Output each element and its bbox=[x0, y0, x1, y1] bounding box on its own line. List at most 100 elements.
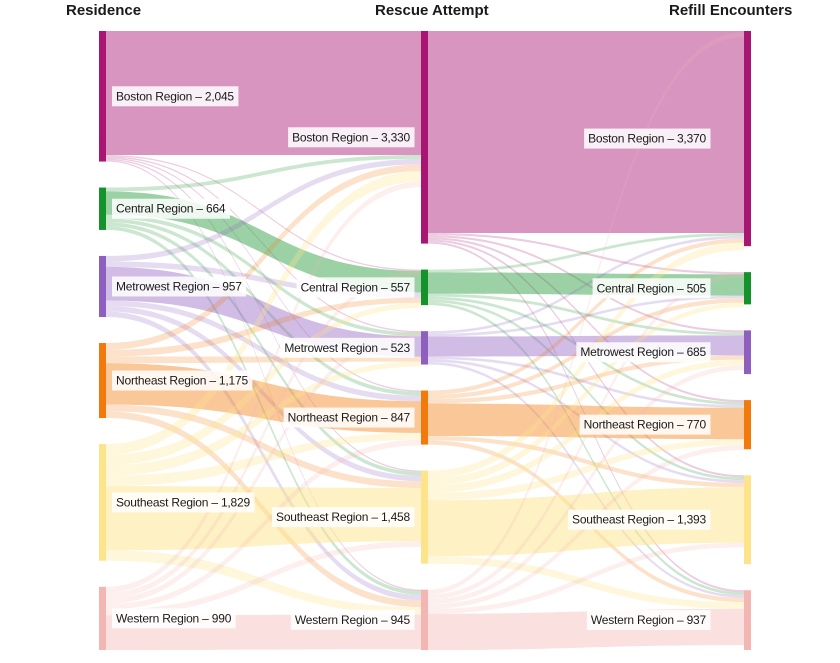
link-residence-northeast-to-southeast bbox=[106, 404, 421, 488]
link-rescue-boston-to-northeast bbox=[428, 237, 744, 403]
column-residence: Boston Region – 2,045 Central Region – 66… bbox=[99, 31, 255, 650]
link-residence-southeast-to-northeast bbox=[106, 432, 421, 487]
node-label-background bbox=[592, 278, 711, 299]
column-title-residence: Residence bbox=[66, 2, 142, 19]
node-bar-refill-western[interactable] bbox=[744, 590, 751, 650]
node-label-residence-southeast: Southeast Region – 1,829 bbox=[116, 495, 250, 509]
link-rescue-southeast-to-western bbox=[428, 556, 744, 609]
node-label-background bbox=[586, 610, 711, 631]
node-label-background bbox=[112, 492, 255, 513]
node-bar-residence-southeast[interactable] bbox=[99, 444, 106, 561]
node-label-rescue-northeast: Northeast Region – 847 bbox=[288, 411, 411, 425]
link-residence-central-to-boston bbox=[106, 155, 421, 192]
node-bar-refill-southeast[interactable] bbox=[744, 475, 751, 565]
link-rescue-central-to-metrowest bbox=[428, 293, 744, 336]
link-rescue-northeast-to-southeast bbox=[428, 435, 744, 488]
link-residence-boston-to-boston bbox=[106, 31, 421, 156]
node-bar-rescue-boston[interactable] bbox=[421, 31, 428, 244]
node-bar-residence-metrowest[interactable] bbox=[99, 255, 106, 318]
link-rescue-western-to-southeast bbox=[428, 542, 744, 614]
link-residence-western-to-southeast bbox=[106, 541, 421, 616]
node-label-background bbox=[112, 276, 247, 297]
node-label-background bbox=[283, 407, 415, 428]
link-residence-northeast-to-metrowest bbox=[106, 356, 421, 364]
link-rescue-southeast-to-central bbox=[428, 302, 744, 486]
link-residence-central-to-metrowest bbox=[106, 214, 421, 337]
node-label-rescue-central: Central Region – 557 bbox=[301, 280, 411, 294]
node-bar-residence-western[interactable] bbox=[99, 586, 106, 650]
node-label-background bbox=[290, 609, 415, 630]
link-rescue-northeast-to-metrowest bbox=[428, 355, 744, 404]
link-residence-western-to-boston bbox=[106, 181, 421, 593]
link-rescue-central-to-boston bbox=[428, 232, 744, 273]
link-residence-metrowest-to-boston bbox=[106, 158, 421, 262]
node-label-background bbox=[112, 608, 236, 629]
column-title-rescue-attempt: Rescue Attempt bbox=[375, 2, 489, 19]
node-label-background bbox=[112, 198, 230, 219]
link-residence-boston-to-southeast bbox=[106, 158, 421, 472]
node-bar-refill-boston[interactable] bbox=[744, 31, 751, 247]
node-bar-rescue-northeast[interactable] bbox=[421, 390, 428, 445]
link-rescue-western-to-metrowest bbox=[428, 365, 744, 605]
link-residence-central-to-northeast bbox=[106, 218, 421, 396]
node-bar-residence-northeast[interactable] bbox=[99, 343, 106, 419]
column-rescue: Boston Region – 3,330 Central Region – 55… bbox=[272, 31, 428, 650]
node-label-rescue-metrowest: Metrowest Region – 523 bbox=[284, 341, 410, 355]
link-residence-western-to-central bbox=[106, 270, 421, 599]
node-label-rescue-southeast: Southeast Region – 1,458 bbox=[276, 510, 410, 524]
link-rescue-metrowest-to-northeast bbox=[428, 356, 744, 408]
node-label-background bbox=[579, 414, 711, 435]
link-residence-boston-to-western bbox=[106, 160, 421, 591]
node-label-background bbox=[112, 370, 253, 391]
link-residence-boston-to-metrowest bbox=[106, 156, 421, 333]
link-rescue-central-to-western bbox=[428, 302, 744, 596]
link-residence-northeast-to-boston bbox=[106, 164, 421, 350]
node-bar-rescue-central[interactable] bbox=[421, 269, 428, 306]
link-residence-boston-to-northeast bbox=[106, 157, 421, 392]
node-label-background bbox=[584, 128, 711, 149]
link-rescue-metrowest-to-boston bbox=[428, 235, 744, 334]
node-label-refill-western: Western Region – 937 bbox=[591, 613, 707, 627]
node-bar-refill-northeast[interactable] bbox=[744, 400, 751, 450]
link-residence-metrowest-to-western bbox=[106, 311, 421, 601]
node-label-rescue-western: Western Region – 945 bbox=[295, 613, 411, 627]
link-rescue-western-to-central bbox=[428, 272, 744, 600]
node-bar-refill-metrowest[interactable] bbox=[744, 330, 751, 375]
node-bar-refill-central[interactable] bbox=[744, 272, 751, 305]
node-label-residence-metrowest: Metrowest Region – 957 bbox=[116, 279, 242, 293]
node-bar-rescue-southeast[interactable] bbox=[421, 470, 428, 564]
node-bar-rescue-western[interactable] bbox=[421, 589, 428, 650]
node-label-residence-central: Central Region – 664 bbox=[116, 202, 226, 216]
link-residence-metrowest-to-northeast bbox=[106, 300, 421, 402]
node-label-refill-northeast: Northeast Region – 770 bbox=[584, 418, 707, 432]
link-rescue-western-to-boston bbox=[428, 32, 744, 595]
node-bar-residence-boston[interactable] bbox=[99, 31, 106, 162]
node-bar-residence-central[interactable] bbox=[99, 187, 106, 230]
column-refill: Boston Region – 3,370 Central Region – 50… bbox=[568, 31, 751, 650]
link-residence-central-to-western bbox=[106, 226, 421, 595]
node-label-residence-northeast: Northeast Region – 1,175 bbox=[116, 374, 248, 388]
column-title-refill-encounters: Refill Encounters bbox=[669, 2, 793, 19]
link-rescue-northeast-to-boston bbox=[428, 238, 744, 395]
link-residence-metrowest-to-southeast bbox=[106, 306, 421, 482]
links-layer bbox=[106, 31, 744, 650]
node-label-refill-boston: Boston Region – 3,370 bbox=[588, 132, 706, 146]
node-label-background bbox=[280, 337, 415, 358]
node-label-background bbox=[576, 342, 711, 363]
link-residence-southeast-to-metrowest bbox=[106, 361, 421, 476]
link-residence-northeast-to-central bbox=[106, 297, 421, 357]
link-rescue-southeast-to-northeast bbox=[428, 439, 744, 501]
node-label-refill-southeast: Southeast Region – 1,393 bbox=[572, 513, 706, 527]
link-rescue-metrowest-to-central bbox=[428, 295, 744, 337]
node-label-background bbox=[296, 277, 415, 298]
node-bar-rescue-metrowest[interactable] bbox=[421, 331, 428, 365]
node-label-background bbox=[272, 507, 415, 528]
node-label-residence-western: Western Region – 990 bbox=[116, 611, 232, 625]
link-residence-southeast-to-boston bbox=[106, 171, 421, 455]
node-label-background bbox=[112, 86, 239, 107]
link-rescue-boston-to-metrowest bbox=[428, 235, 744, 333]
link-residence-southeast-to-central bbox=[106, 302, 421, 466]
node-label-rescue-boston: Boston Region – 3,330 bbox=[292, 130, 410, 144]
node-label-background bbox=[568, 509, 711, 530]
